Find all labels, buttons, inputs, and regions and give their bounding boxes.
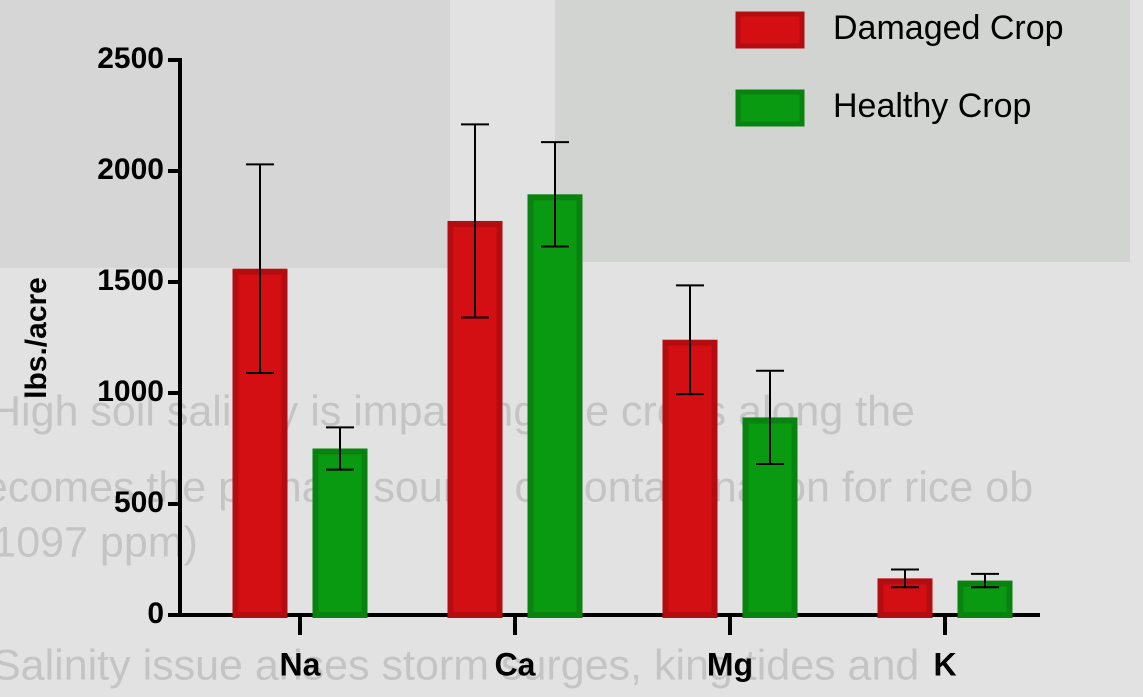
legend-swatch	[738, 14, 802, 46]
y-tick-label: 1500	[97, 264, 164, 297]
legend-label: Healthy Crop	[833, 87, 1031, 125]
x-tick-label: Mg	[707, 646, 753, 682]
y-tick-label: 0	[147, 597, 164, 630]
y-tick-label: 1000	[97, 375, 164, 408]
y-tick-label: 500	[114, 486, 164, 519]
y-tick-label: 2000	[97, 153, 164, 186]
bar	[316, 452, 365, 616]
bar	[531, 197, 580, 615]
background-text: (1097 ppm)	[0, 518, 198, 566]
background-text: Salinity issue arises storm surges, king…	[0, 641, 919, 689]
legend-swatch	[738, 92, 802, 124]
y-axis-label: lbs./acre	[20, 277, 53, 399]
background-photo	[0, 0, 450, 268]
x-tick-label: Na	[280, 646, 321, 682]
x-tick-label: K	[933, 646, 956, 682]
legend-label: Damaged Crop	[833, 9, 1064, 47]
x-tick-label: Ca	[495, 646, 536, 682]
page: High soil salinity is impacting the crop…	[0, 0, 1143, 697]
bar	[961, 584, 1010, 615]
y-tick-label: 2500	[97, 42, 164, 75]
